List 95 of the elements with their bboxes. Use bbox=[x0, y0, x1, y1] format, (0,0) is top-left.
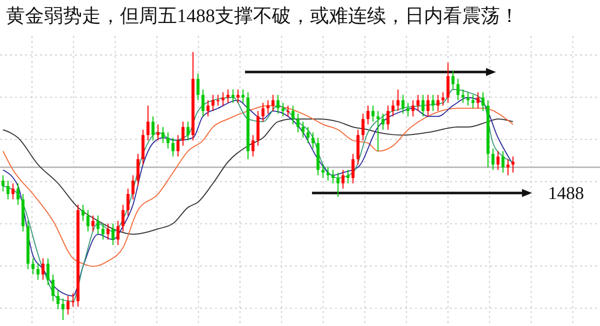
candlestick bbox=[126, 188, 130, 216]
candlestick bbox=[482, 92, 484, 112]
candlestick bbox=[266, 100, 270, 114]
candlestick bbox=[436, 94, 440, 112]
candlestick bbox=[116, 220, 120, 246]
candlestick bbox=[36, 263, 40, 280]
candlestick bbox=[462, 89, 464, 104]
candlestick bbox=[402, 94, 404, 114]
candlestick bbox=[326, 166, 330, 182]
candlestick bbox=[432, 94, 434, 112]
candlestick bbox=[42, 258, 44, 280]
candlestick bbox=[182, 121, 184, 146]
candlestick bbox=[226, 89, 230, 104]
candlestick bbox=[296, 113, 300, 133]
candlestick bbox=[102, 223, 104, 240]
candlestick bbox=[412, 100, 414, 117]
candlestick bbox=[342, 169, 344, 190]
candlestick bbox=[222, 92, 224, 106]
candlestick bbox=[56, 290, 60, 310]
candlestick bbox=[156, 124, 160, 141]
candlestick bbox=[406, 102, 410, 117]
candlestick bbox=[92, 214, 94, 232]
candlestick bbox=[212, 94, 214, 112]
candlestick bbox=[496, 150, 500, 170]
candlestick bbox=[422, 94, 424, 117]
candlestick bbox=[86, 210, 90, 232]
candlestick bbox=[236, 89, 240, 104]
candlestick bbox=[232, 89, 234, 104]
candlestick bbox=[372, 105, 374, 122]
candlestick bbox=[146, 105, 150, 141]
candlestick bbox=[366, 105, 370, 125]
candlestick bbox=[186, 121, 190, 141]
candlestick bbox=[16, 182, 20, 206]
candlestick bbox=[452, 70, 454, 90]
candlestick bbox=[152, 116, 154, 141]
candlestick bbox=[242, 89, 244, 104]
candlestick bbox=[136, 153, 140, 186]
candlestick bbox=[6, 180, 10, 200]
candlestick bbox=[112, 223, 114, 246]
candlestick bbox=[456, 78, 460, 101]
candlestick bbox=[2, 174, 4, 192]
candlestick bbox=[466, 92, 470, 106]
candlestick bbox=[306, 126, 310, 144]
candlestick bbox=[166, 132, 170, 149]
candlestick bbox=[132, 174, 134, 200]
candlestick bbox=[72, 292, 74, 308]
candlestick bbox=[386, 105, 390, 130]
candlestick bbox=[52, 274, 54, 302]
candlestick bbox=[106, 223, 110, 240]
candlestick bbox=[472, 94, 474, 109]
candlestick bbox=[322, 164, 324, 178]
candlestick bbox=[362, 113, 364, 141]
candlestick bbox=[332, 169, 334, 184]
candlestick bbox=[396, 89, 400, 112]
candlestick bbox=[346, 169, 350, 184]
candlestick bbox=[196, 72, 200, 101]
candlestick bbox=[172, 137, 174, 158]
candlestick bbox=[32, 258, 34, 275]
candlestick bbox=[176, 134, 180, 158]
candlestick bbox=[416, 94, 420, 112]
candlestick bbox=[302, 121, 304, 138]
text: 1488 bbox=[548, 183, 584, 203]
candlestick bbox=[82, 204, 84, 222]
candlestick bbox=[66, 295, 70, 316]
candlestick bbox=[12, 182, 14, 200]
candlestick bbox=[382, 113, 384, 130]
chart-title: 黄金弱势走，但周五1488支撑不破，或难连续，日内看震荡！ bbox=[6, 6, 519, 27]
candlestick bbox=[512, 156, 514, 174]
candlestick bbox=[162, 126, 164, 144]
candlestick bbox=[276, 94, 280, 114]
candlestick bbox=[96, 214, 100, 235]
candlestick bbox=[252, 134, 254, 158]
candlestick bbox=[292, 105, 294, 125]
candlestick bbox=[202, 89, 204, 117]
candlestick bbox=[442, 92, 444, 106]
candlestick bbox=[336, 172, 340, 198]
candlestick bbox=[286, 105, 290, 117]
candlestick bbox=[216, 94, 220, 106]
candlestick bbox=[272, 94, 274, 112]
candlestick bbox=[502, 150, 504, 174]
candlestick bbox=[376, 110, 380, 152]
candlestick bbox=[426, 94, 430, 117]
candlestick bbox=[262, 102, 264, 122]
candlestick bbox=[206, 100, 210, 117]
candlestick bbox=[476, 92, 480, 109]
candlestick bbox=[446, 62, 450, 104]
candlestick bbox=[46, 258, 50, 286]
candlestick bbox=[506, 158, 510, 176]
candlestick bbox=[392, 100, 394, 117]
candlestick bbox=[122, 204, 124, 232]
candlestick bbox=[352, 153, 354, 184]
candlestick bbox=[282, 102, 284, 117]
candlestick bbox=[492, 148, 494, 170]
candlestick bbox=[312, 132, 314, 149]
candlestick bbox=[62, 298, 64, 320]
